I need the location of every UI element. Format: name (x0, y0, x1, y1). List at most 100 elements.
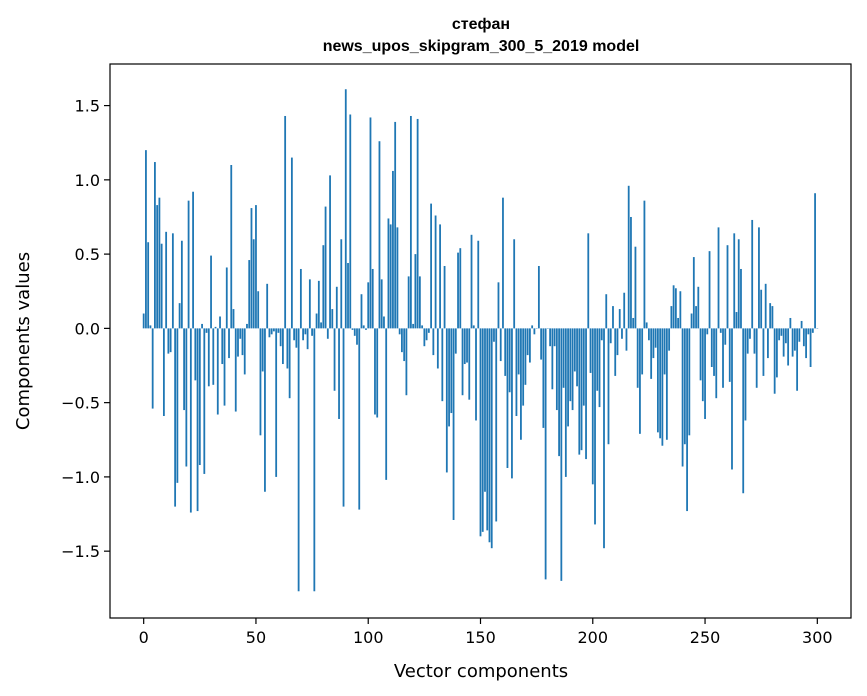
bar-24 (196, 328, 199, 512)
bar-7 (158, 197, 161, 329)
bar-266 (740, 268, 742, 329)
bar-108 (385, 328, 388, 480)
bar-64 (286, 328, 289, 369)
bar-104 (376, 328, 379, 418)
bar-51 (257, 291, 260, 329)
bar-46 (246, 323, 248, 329)
bar-229 (656, 328, 659, 433)
bar-220 (636, 328, 639, 388)
bar-59 (275, 328, 278, 477)
bar-86 (335, 286, 338, 329)
bar-274 (758, 227, 760, 329)
bar-210 (614, 328, 617, 376)
bar-26 (201, 323, 203, 329)
bar-217 (630, 216, 632, 329)
bar-275 (760, 289, 763, 329)
bar-216 (627, 185, 630, 329)
bar-61 (279, 328, 282, 347)
bar-57 (270, 328, 273, 335)
bar-158 (497, 282, 500, 329)
bar-255 (715, 328, 718, 399)
bar-291 (796, 328, 799, 391)
axes-group: 0 50 100 150 200 250 300 −1.5 −1.0 −0.5 0.0 0.5 1.0 1… (61, 97, 832, 647)
bar-245 (692, 257, 695, 329)
bar-133 (441, 328, 444, 402)
bar-143 (463, 328, 466, 365)
bar-205 (603, 328, 605, 549)
bar-18 (183, 328, 185, 411)
bar-83 (329, 175, 331, 329)
bar-181 (549, 328, 552, 347)
bar-264 (735, 312, 738, 329)
bar-136 (448, 328, 450, 427)
y-tick-label: 1.5 (75, 97, 100, 116)
bar-203 (598, 328, 601, 408)
bar-41 (234, 328, 237, 412)
bar-155 (490, 328, 493, 549)
bar-98 (362, 325, 365, 329)
bar-199 (589, 328, 592, 373)
bar-242 (686, 328, 688, 512)
bar-134 (443, 265, 446, 329)
bar-234 (668, 328, 671, 351)
bar-164 (511, 328, 513, 479)
x-tick-label: 150 (465, 628, 496, 647)
bar-76 (313, 328, 316, 592)
bar-63 (284, 115, 287, 329)
bar-74 (308, 279, 311, 329)
chart-title-line-1: стефан (452, 16, 510, 33)
bar-243 (688, 328, 691, 436)
bar-167 (517, 328, 520, 375)
bar-207 (607, 328, 610, 445)
bar-292 (798, 328, 801, 342)
bar-118 (407, 276, 410, 329)
bar-23 (194, 328, 197, 381)
bar-194 (578, 328, 581, 455)
bar-124 (421, 325, 424, 329)
bar-184 (555, 328, 558, 411)
y-tick-label: −1.5 (61, 542, 100, 561)
bar-37 (225, 267, 228, 329)
bar-260 (726, 245, 729, 329)
bar-47 (248, 260, 251, 329)
bar-126 (425, 328, 428, 341)
bar-284 (780, 328, 783, 336)
bar-140 (457, 252, 459, 329)
x-tick-label: 100 (353, 628, 384, 647)
bar-77 (315, 313, 318, 329)
bar-259 (724, 328, 727, 345)
bar-258 (722, 328, 724, 388)
bar-141 (459, 248, 462, 329)
bar-65 (288, 328, 291, 399)
bar-28 (205, 328, 208, 333)
bar-110 (389, 224, 392, 329)
bar-235 (670, 306, 673, 329)
bar-232 (663, 328, 666, 375)
bar-131 (436, 328, 439, 369)
bar-238 (677, 317, 679, 329)
bar-281 (773, 328, 776, 394)
bar-212 (618, 309, 621, 329)
bar-191 (571, 328, 574, 411)
bar-149 (477, 240, 480, 329)
bar-282 (776, 328, 778, 378)
bar-15 (176, 328, 179, 483)
bar-176 (537, 265, 540, 329)
bar-25 (198, 328, 201, 466)
bar-115 (401, 328, 403, 353)
bar-283 (778, 328, 781, 341)
bar-45 (243, 328, 246, 375)
bar-154 (488, 328, 491, 543)
bar-120 (412, 323, 415, 329)
x-tick-label: 250 (690, 628, 721, 647)
bar-67 (293, 328, 296, 341)
bar-231 (661, 328, 664, 446)
bar-226 (650, 328, 653, 379)
bar-30 (210, 255, 212, 329)
bar-249 (701, 328, 704, 402)
bar-277 (764, 283, 767, 329)
bar-179 (544, 328, 547, 580)
bar-116 (403, 328, 406, 362)
bar-113 (396, 227, 399, 329)
bar-269 (746, 328, 749, 354)
